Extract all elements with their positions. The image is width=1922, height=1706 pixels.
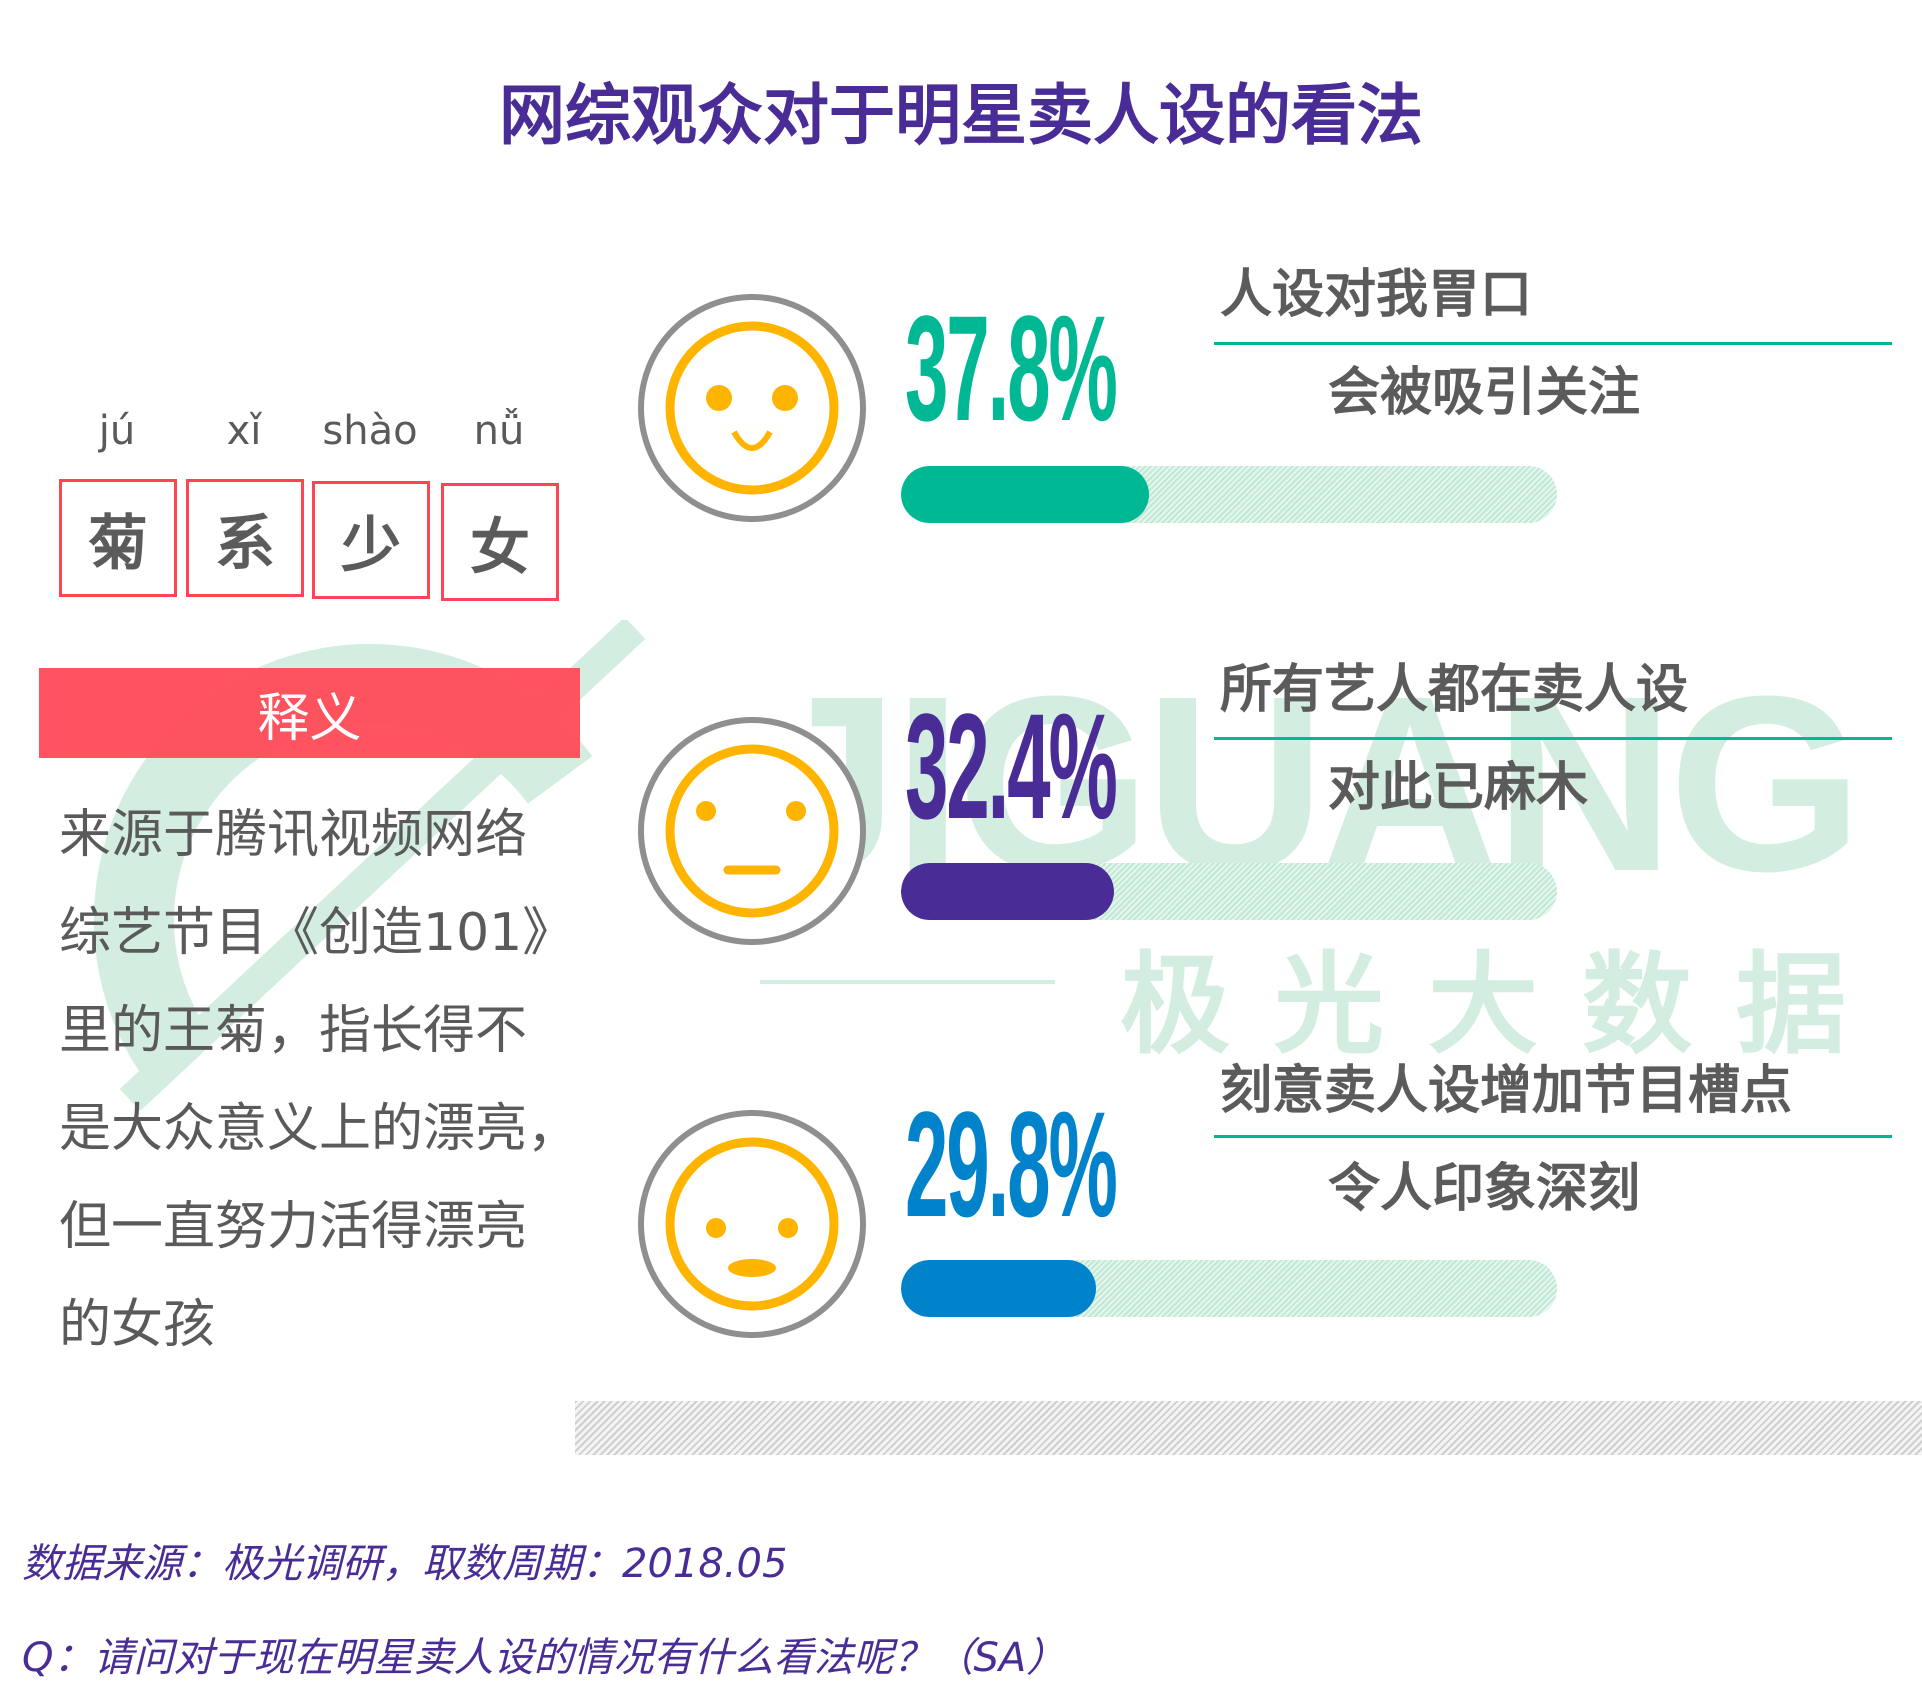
progress-fill bbox=[901, 466, 1149, 523]
neutral-face-icon bbox=[638, 717, 866, 945]
definition-line: 但一直努力活得漂亮 bbox=[59, 1197, 528, 1257]
progress-bar bbox=[901, 863, 1557, 920]
result-label: 令人印象深刻 bbox=[1328, 1159, 1641, 1219]
definition-line: 来源于腾讯视频网络 bbox=[59, 805, 528, 865]
pinyin: nǚ bbox=[473, 408, 525, 454]
pinyin: shào bbox=[322, 408, 418, 454]
percent-value: 29.8% bbox=[905, 1080, 1118, 1248]
divider bbox=[1214, 737, 1892, 740]
percent-value: 37.8% bbox=[905, 284, 1118, 452]
char-box: 系 bbox=[186, 479, 304, 597]
pinyin: xǐ bbox=[226, 408, 262, 454]
data-source: 数据来源：极光调研，取数周期：2018.05 bbox=[22, 1541, 788, 1587]
definition-line: 是大众意义上的漂亮， bbox=[59, 1099, 580, 1159]
smile-face-icon bbox=[638, 294, 866, 522]
result-label: 刻意卖人设增加节目槽点 bbox=[1220, 1061, 1793, 1121]
survey-question: Q：请问对于现在明星卖人设的情况有什么看法呢？（SA） bbox=[22, 1635, 1067, 1681]
char-box: 女 bbox=[441, 483, 559, 601]
char-box: 菊 bbox=[59, 479, 177, 597]
char-box: 少 bbox=[312, 481, 430, 599]
divider bbox=[1214, 1135, 1892, 1138]
result-label: 会被吸引关注 bbox=[1328, 363, 1641, 423]
surprised-face-icon bbox=[638, 1110, 866, 1338]
result-label: 对此已麻木 bbox=[1328, 758, 1589, 818]
divider bbox=[1214, 342, 1892, 345]
result-label: 所有艺人都在卖人设 bbox=[1220, 660, 1689, 720]
definition-line: 的女孩 bbox=[59, 1295, 216, 1355]
result-label: 人设对我胃口 bbox=[1220, 265, 1533, 325]
definition-line: 综艺节目《创造101》 bbox=[59, 903, 575, 963]
watermark-brand-cn: 极光大数据 bbox=[1120, 941, 1890, 1069]
watermark-divider bbox=[760, 980, 1055, 984]
progress-bar bbox=[901, 1260, 1557, 1317]
decorative-band bbox=[575, 1401, 1922, 1455]
progress-bar bbox=[901, 466, 1557, 523]
definition-line: 里的王菊，指长得不 bbox=[59, 1001, 528, 1061]
progress-fill bbox=[901, 1260, 1097, 1317]
definition-header: 释义 bbox=[39, 668, 580, 758]
page-title: 网综观众对于明星卖人设的看法 bbox=[499, 77, 1423, 154]
progress-fill bbox=[901, 863, 1114, 920]
percent-value: 32.4% bbox=[905, 682, 1118, 850]
pinyin: jú bbox=[98, 408, 136, 454]
